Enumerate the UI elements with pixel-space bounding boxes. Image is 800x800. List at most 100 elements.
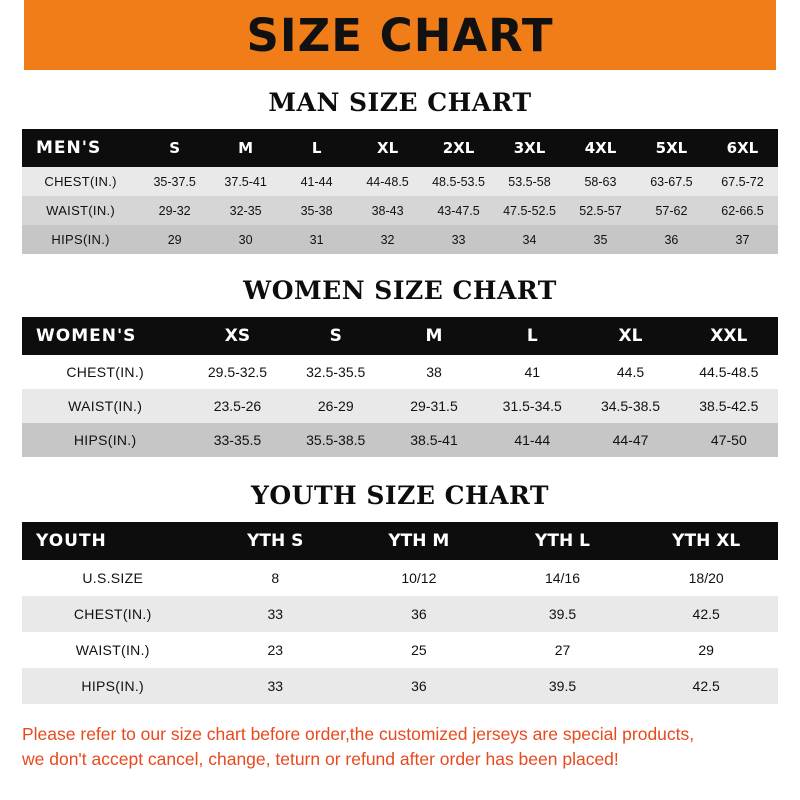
table-row: CHEST(IN.) 29.5-32.5 32.5-35.5 38 41 44.… [22, 355, 778, 389]
footer-line-1: Please refer to our size chart before or… [22, 724, 695, 744]
column-header: 3XL [513, 139, 546, 157]
column-header: 4XL [584, 139, 617, 157]
table-cell: 33 [267, 678, 284, 694]
row-label: HIPS(IN.) [73, 432, 137, 448]
row-label: HIPS(IN.) [81, 678, 145, 694]
table-header-row: WOMEN'S XS S M L XL XXL [22, 317, 778, 355]
table-cell: 38 [426, 364, 442, 380]
table-cell: 18/20 [688, 570, 724, 586]
column-header: XL [618, 326, 643, 346]
header-banner: SIZE CHART [0, 0, 800, 70]
footer-line-2: we don't accept cancel, change, teturn o… [22, 749, 619, 770]
row-label: HIPS(IN.) [51, 232, 110, 247]
section-youth: YOUTH SIZE CHART YOUTH YTH S YTH M YTH L… [0, 481, 800, 704]
column-header: S [329, 326, 342, 346]
table-cell: 48.5-53.5 [432, 174, 485, 189]
table-cell: 38.5-41 [410, 432, 458, 448]
table-cell: 29-32 [158, 203, 191, 218]
table-cell: 33 [267, 606, 284, 622]
row-label: CHEST(IN.) [44, 174, 117, 189]
row-label: WAIST(IN.) [46, 203, 116, 218]
man-size-table: MEN'S S M L XL 2XL 3XL 4XL 5XL 6XL CHEST… [22, 129, 778, 254]
table-cell: 58-63 [584, 174, 617, 189]
women-size-table: WOMEN'S XS S M L XL XXL CHEST(IN.) 29.5-… [22, 317, 778, 457]
table-row: CHEST(IN.) 33 36 39.5 42.5 [22, 596, 778, 632]
section-title-youth: YOUTH SIZE CHART [251, 481, 549, 510]
row-label: U.S.SIZE [82, 570, 144, 586]
table-cell: 42.5 [692, 678, 720, 694]
table-row: HIPS(IN.) 33-35.5 35.5-38.5 38.5-41 41-4… [22, 423, 778, 457]
table-cell: 29 [698, 642, 714, 658]
table-cell: 27 [554, 642, 571, 658]
table-cell: 52.5-57 [579, 203, 622, 218]
table-cell: 41 [524, 364, 541, 380]
column-header: M [238, 139, 254, 157]
table-cell: 57-62 [655, 203, 688, 218]
section-title-women: WOMEN SIZE CHART [243, 276, 557, 305]
column-header: L [526, 326, 538, 346]
table-cell: 39.5 [548, 678, 577, 694]
table-row: U.S.SIZE 8 10/12 14/16 18/20 [22, 560, 778, 596]
table-cell: 32-35 [229, 203, 262, 218]
table-cell: 41-44 [300, 174, 333, 189]
table-cell: 63-67.5 [650, 174, 693, 189]
column-header: XS [224, 326, 251, 346]
column-header: MEN'S [36, 138, 102, 158]
table-cell: 33-35.5 [213, 432, 262, 448]
section-title-man: MAN SIZE CHART [268, 88, 532, 117]
table-cell: 29 [167, 232, 182, 247]
youth-size-table: YOUTH YTH S YTH M YTH L YTH XL U.S.SIZE … [22, 522, 778, 704]
column-header: XXL [710, 326, 748, 346]
table-row: WAIST(IN.) 29-32 32-35 35-38 38-43 43-47… [22, 196, 778, 225]
column-header: M [425, 326, 443, 346]
table-row: CHEST(IN.) 35-37.5 37.5-41 41-44 44-48.5… [22, 167, 778, 196]
table-cell: 67.5-72 [721, 174, 764, 189]
table-row: HIPS(IN.) 29 30 31 32 33 34 35 36 37 [22, 225, 778, 254]
column-header: 6XL [726, 139, 759, 157]
table-cell: 35-38 [300, 203, 333, 218]
footer-disclaimer: Please refer to our size chart before or… [22, 722, 778, 773]
table-cell: 42.5 [692, 606, 720, 622]
table-cell: 44.5 [616, 364, 645, 380]
table-cell: 53.5-58 [508, 174, 551, 189]
row-label: WAIST(IN.) [68, 398, 143, 414]
header-left-margin [0, 0, 24, 70]
column-header: YTH XL [672, 531, 741, 551]
page-title: SIZE CHART [246, 8, 554, 62]
table-cell: 34.5-38.5 [600, 398, 661, 414]
table-cell: 31.5-34.5 [502, 398, 562, 414]
table-cell: 31 [309, 232, 324, 247]
row-label: WAIST(IN.) [75, 642, 150, 658]
column-header: WOMEN'S [36, 326, 137, 346]
table-cell: 44-47 [612, 432, 649, 448]
table-header-row: YOUTH YTH S YTH M YTH L YTH XL [22, 522, 778, 560]
table-cell: 62-66.5 [721, 203, 764, 218]
table-row: WAIST(IN.) 23 25 27 29 [22, 632, 778, 668]
header-right-margin [776, 0, 800, 70]
table-cell: 36 [664, 232, 679, 247]
column-header: XL [377, 139, 399, 157]
table-cell: 35-37.5 [153, 174, 196, 189]
table-cell: 38-43 [371, 203, 404, 218]
column-header: 5XL [655, 139, 688, 157]
column-header: L [311, 139, 322, 157]
table-cell: 47.5-52.5 [503, 203, 556, 218]
table-cell: 10/12 [401, 570, 437, 586]
table-cell: 23.5-26 [213, 398, 262, 414]
column-header: YOUTH [36, 531, 107, 551]
table-cell: 36 [411, 606, 427, 622]
section-man: MAN SIZE CHART MEN'S S M L XL 2XL 3XL 4X… [0, 88, 800, 254]
column-header: 2XL [442, 139, 475, 157]
table-cell: 35 [593, 232, 608, 247]
column-header: YTH S [247, 531, 304, 551]
table-cell: 25 [411, 642, 427, 658]
table-cell: 44.5-48.5 [699, 364, 759, 380]
table-cell: 23 [267, 642, 284, 658]
table-header-row: MEN'S S M L XL 2XL 3XL 4XL 5XL 6XL [22, 129, 778, 167]
table-cell: 36 [411, 678, 427, 694]
table-cell: 30 [238, 232, 253, 247]
table-cell: 47-50 [710, 432, 747, 448]
column-header: YTH M [388, 531, 450, 551]
table-cell: 29.5-32.5 [207, 364, 268, 380]
